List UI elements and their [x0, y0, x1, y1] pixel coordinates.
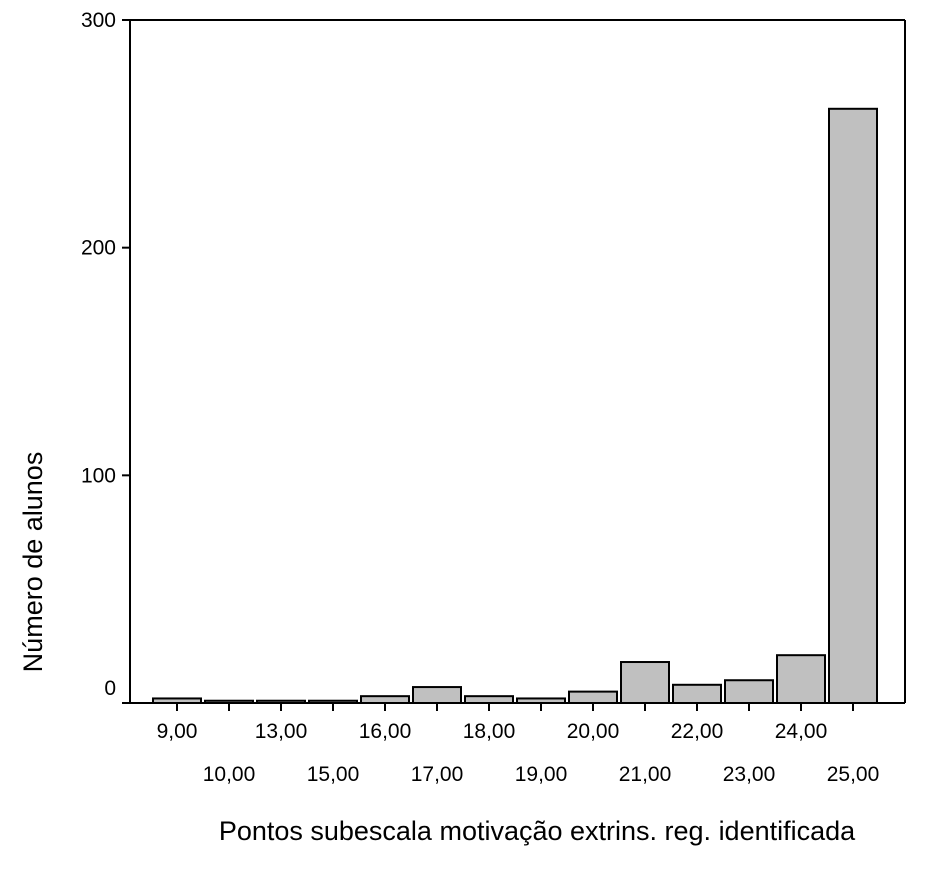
x-axis-title: Pontos subescala motivação extrins. reg.…: [219, 816, 856, 846]
x-tick-label: 21,00: [619, 763, 672, 786]
y-tick-label: 200: [81, 237, 116, 260]
x-tick-label: 20,00: [567, 720, 620, 743]
y-tick-label: 300: [81, 9, 116, 32]
x-tick-label: 22,00: [671, 720, 724, 743]
axes-group: [129, 19, 906, 704]
x-tick-label: 16,00: [359, 720, 412, 743]
x-tick-label: 13,00: [255, 720, 308, 743]
bar-22-00: [672, 683, 722, 705]
bar-18-00: [464, 695, 514, 704]
bar-16-00: [360, 695, 410, 704]
x-tick-label: 24,00: [775, 720, 828, 743]
x-tick-label: 18,00: [463, 720, 516, 743]
bar-17-00: [412, 686, 462, 705]
x-tick-label: 15,00: [307, 763, 360, 786]
x-tick-label: 19,00: [515, 763, 568, 786]
bar-23-00: [724, 679, 774, 705]
y-ticks-group: 0 100 200 300: [81, 9, 130, 704]
bar-21-00: [620, 661, 670, 705]
bar-25-00: [828, 107, 878, 705]
y-tick-label: 0: [104, 677, 116, 700]
bar-24-00: [776, 654, 826, 705]
x-tick-label: 23,00: [723, 763, 776, 786]
bars-group: [152, 107, 878, 705]
x-tick-label: 17,00: [411, 763, 464, 786]
y-axis-title: Número de alunos: [18, 452, 48, 673]
y-tick-label: 100: [81, 464, 116, 487]
bar-20-00: [568, 690, 618, 704]
x-tick-label: 10,00: [203, 763, 256, 786]
x-tick-label: 25,00: [827, 763, 880, 786]
x-tick-label: 9,00: [157, 720, 198, 743]
